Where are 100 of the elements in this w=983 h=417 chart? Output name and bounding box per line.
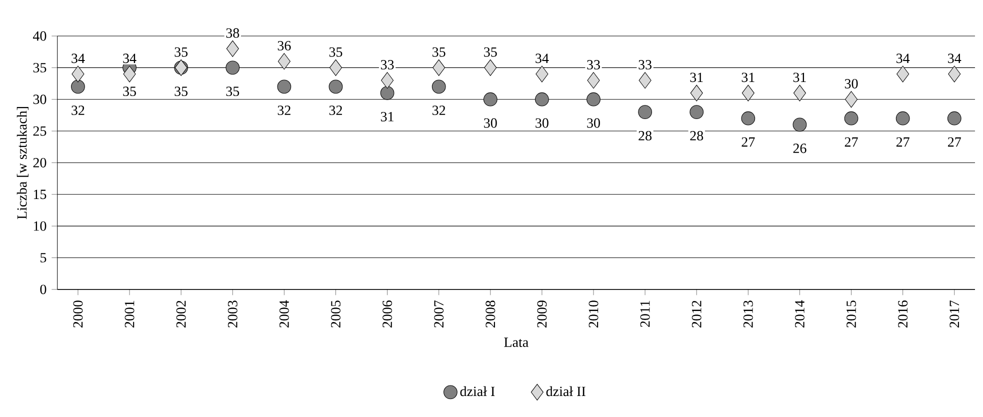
- y-tick-label: 15: [34, 189, 46, 199]
- y-tick-label: 25: [33, 126, 46, 136]
- data-label: 34: [948, 53, 962, 63]
- data-label: 31: [742, 72, 754, 82]
- point: [845, 90, 858, 108]
- point: [226, 40, 239, 57]
- x-tick-label: 2009: [537, 300, 547, 328]
- data-label: 32: [278, 105, 290, 115]
- point: [536, 66, 548, 82]
- data-label: 35: [329, 47, 342, 57]
- data-label: 30: [587, 118, 600, 128]
- data-label: 38: [226, 28, 240, 38]
- data-label: 34: [896, 53, 910, 63]
- y-tick-label: 40: [32, 31, 46, 41]
- data-label: 33: [638, 60, 652, 70]
- point: [896, 111, 910, 126]
- x-tick-label: 2004: [279, 300, 289, 328]
- point: [432, 59, 446, 76]
- x-tick-label: 2012: [692, 300, 702, 328]
- x-tick-label: 2000: [73, 300, 83, 328]
- x-tick-label: 2016: [898, 300, 908, 328]
- data-label: 35: [484, 47, 497, 57]
- data-label: 35: [174, 86, 188, 96]
- x-axis-title: Lata: [504, 337, 528, 347]
- point: [484, 59, 497, 76]
- data-label: 26: [793, 143, 806, 153]
- x-tick-label: 2011: [640, 300, 650, 327]
- point: [278, 52, 290, 70]
- x-tick-label: 2002: [176, 300, 186, 328]
- x-tick-label: 2007: [434, 300, 444, 328]
- point: [690, 104, 704, 119]
- point: [328, 80, 343, 94]
- point: [793, 84, 806, 102]
- point: [483, 92, 498, 106]
- x-tick-label: 2001: [124, 300, 134, 328]
- y-axis-title: Liczba [w sztukach]: [16, 106, 28, 219]
- data-label: 30: [844, 78, 858, 88]
- y-tick-label: 30: [33, 94, 46, 104]
- data-label: 34: [123, 53, 136, 63]
- x-tick-label: 2017: [950, 300, 960, 328]
- point: [277, 80, 292, 94]
- point: [792, 118, 807, 132]
- data-label: 31: [380, 112, 394, 122]
- data-label: 33: [380, 60, 394, 70]
- data-label: 27: [742, 137, 755, 146]
- point: [741, 111, 756, 126]
- data-label: 28: [638, 130, 652, 140]
- y-tick-label: 0: [40, 284, 46, 294]
- point: [432, 80, 446, 94]
- x-tick-label: 2008: [486, 300, 496, 328]
- data-label: 32: [329, 105, 342, 115]
- point: [381, 72, 394, 88]
- point: [380, 86, 394, 100]
- point: [329, 59, 342, 76]
- point: [71, 80, 85, 94]
- x-tick-label: 2003: [228, 300, 238, 328]
- y-tick-label: 35: [33, 62, 46, 72]
- point: [586, 92, 600, 106]
- x-tick-label: 2014: [795, 300, 804, 328]
- data-label: 32: [72, 105, 84, 115]
- point: [587, 72, 600, 88]
- x-tick-label: 2005: [331, 300, 340, 328]
- y-tick-label: 5: [40, 252, 46, 262]
- data-label: 33: [587, 60, 600, 70]
- point: [947, 111, 962, 126]
- data-label: 30: [484, 118, 497, 128]
- data-label: 27: [948, 137, 961, 146]
- point: [638, 104, 652, 119]
- data-label: 28: [690, 130, 704, 140]
- data-label: 31: [793, 72, 806, 82]
- data-label: 32: [432, 105, 446, 115]
- legend-label: dział II: [546, 386, 586, 396]
- point: [638, 72, 652, 88]
- point: [535, 92, 549, 106]
- data-label: 35: [123, 86, 136, 96]
- data-label: 35: [226, 86, 240, 96]
- point: [226, 60, 240, 74]
- point: [72, 66, 84, 82]
- x-tick-label: 2013: [743, 300, 753, 328]
- point: [742, 84, 754, 102]
- point: [690, 84, 703, 102]
- data-label: 27: [896, 137, 910, 146]
- data-label: 35: [174, 47, 188, 57]
- y-tick-label: 20: [33, 158, 46, 168]
- data-label: 34: [72, 53, 85, 63]
- data-label: 31: [690, 72, 703, 82]
- x-tick-label: 2015: [846, 300, 856, 328]
- point: [844, 111, 858, 126]
- point: [123, 66, 136, 82]
- data-label: 30: [536, 118, 548, 128]
- data-label: 27: [844, 137, 858, 146]
- legend-label: dział I: [460, 386, 495, 396]
- x-tick-label: 2010: [588, 300, 598, 328]
- y-tick-label: 10: [34, 221, 46, 231]
- point: [896, 66, 910, 82]
- data-label: 34: [536, 53, 549, 63]
- data-label: 36: [278, 40, 291, 50]
- x-tick-label: 2006: [382, 300, 392, 328]
- point: [948, 66, 961, 82]
- data-label: 35: [432, 47, 446, 57]
